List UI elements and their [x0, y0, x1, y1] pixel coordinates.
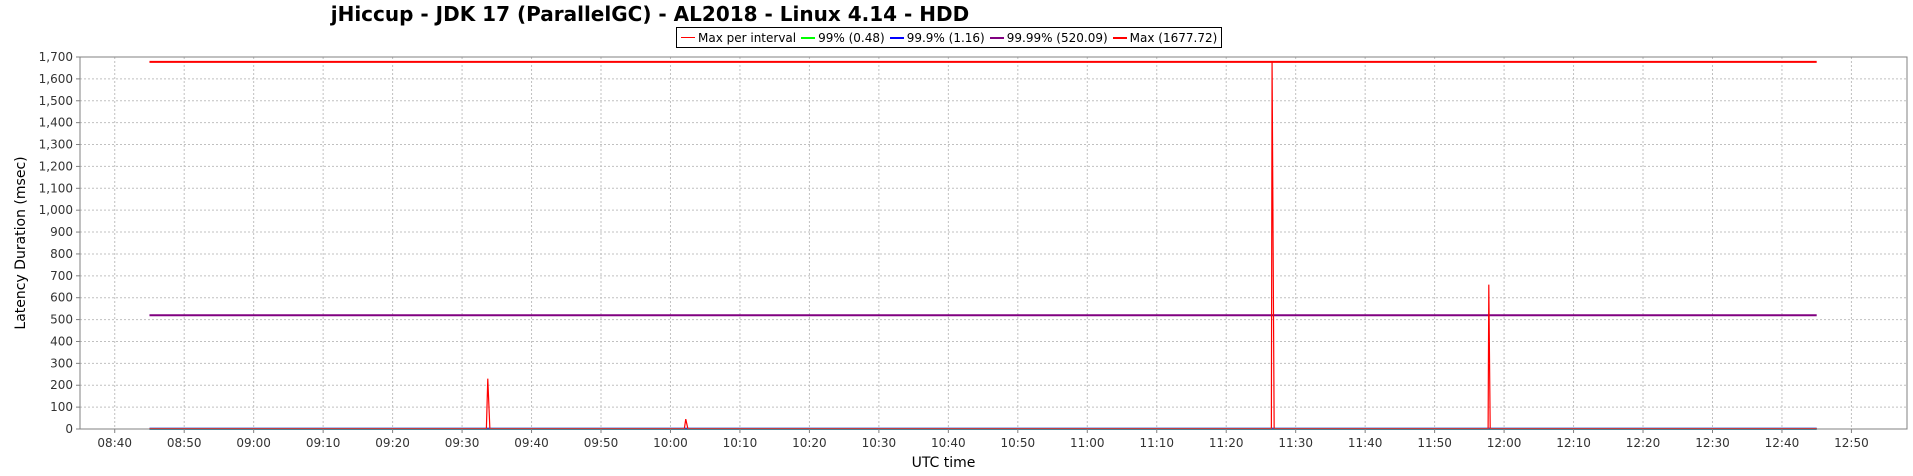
x-tick-label: 09:00 [236, 436, 271, 450]
x-tick-label: 08:50 [167, 436, 202, 450]
x-tick-label: 11:50 [1417, 436, 1452, 450]
y-tick-label: 1,300 [39, 138, 73, 152]
x-tick-label: 09:10 [306, 436, 341, 450]
legend-swatch [1112, 36, 1127, 39]
legend-label: 99.99% (520.09) [1006, 30, 1108, 45]
y-axis-title: Latency Duration (msec) [13, 156, 29, 329]
legend-swatch [889, 36, 904, 39]
legend-label: 99% (0.48) [818, 30, 885, 45]
plot-background [80, 57, 1907, 429]
x-tick-label: 09:50 [584, 436, 619, 450]
x-tick-label: 10:10 [723, 436, 758, 450]
x-tick-label: 11:10 [1139, 436, 1174, 450]
y-tick-label: 900 [50, 225, 73, 239]
x-tick-label: 09:40 [514, 436, 549, 450]
y-tick-label: 1,400 [39, 116, 73, 130]
y-tick-label: 1,000 [39, 203, 73, 217]
x-tick-label: 12:10 [1556, 436, 1591, 450]
x-tick-label: 09:30 [445, 436, 480, 450]
y-tick-label: 500 [50, 313, 73, 327]
legend-item-p99: 99% (0.48) [801, 31, 885, 45]
x-tick-label: 10:30 [862, 436, 897, 450]
x-tick-label: 11:40 [1348, 436, 1383, 450]
legend-swatch [801, 36, 816, 39]
y-tick-label: 300 [50, 356, 73, 370]
legend-item-max-per-interval: Max per interval [681, 31, 796, 45]
x-tick-label: 12:30 [1695, 436, 1730, 450]
x-tick-label: 12:40 [1765, 436, 1800, 450]
y-tick-label: 400 [50, 334, 73, 348]
y-tick-label: 1,100 [39, 181, 73, 195]
x-tick-label: 10:50 [1001, 436, 1036, 450]
legend-item-max: Max (1677.72) [1112, 30, 1218, 45]
x-tick-label: 08:40 [97, 436, 132, 450]
plot-border [79, 56, 1908, 430]
y-tick-label: 700 [50, 269, 73, 283]
x-tick-label: 10:20 [792, 436, 827, 450]
x-tick-label: 12:20 [1626, 436, 1661, 450]
x-tick-label: 12:50 [1834, 436, 1869, 450]
legend-label: Max (1677.72) [1129, 30, 1218, 45]
x-tick-label: 11:00 [1070, 436, 1105, 450]
x-tick-label: 11:30 [1278, 436, 1313, 450]
x-tick-label: 09:20 [375, 436, 410, 450]
y-tick-label: 100 [50, 400, 73, 414]
y-tick-label: 800 [50, 247, 73, 261]
axis-layer: 0 100 200 300 400 500 600 700 800 900 1,000 1,100 1,… [39, 50, 1908, 450]
x-tick-label: 12:00 [1487, 436, 1522, 450]
grid-layer [80, 57, 1907, 429]
legend-label: 99.9% (1.16) [906, 30, 985, 45]
x-tick-label: 11:20 [1209, 436, 1244, 450]
chart-title: jHiccup - JDK 17 (ParallelGC) - AL2018 -… [330, 2, 970, 26]
legend-item-p9999: 99.99% (520.09) [989, 30, 1108, 45]
y-tick-label: 1,700 [39, 50, 73, 64]
x-tick-label: 10:40 [931, 436, 966, 450]
y-tick-label: 1,600 [39, 72, 73, 86]
y-tick-label: 600 [50, 291, 73, 305]
legend-swatch [989, 36, 1004, 39]
legend-label: Max per interval [698, 30, 797, 45]
x-axis-title: UTC time [912, 455, 976, 471]
y-tick-label: 0 [65, 422, 73, 436]
legend: Max per interval 99% (0.48) 99.9% (1.16)… [676, 27, 1223, 48]
y-tick-label: 1,500 [39, 94, 73, 108]
y-tick-label: 1,200 [39, 159, 73, 173]
legend-item-p999: 99.9% (1.16) [889, 30, 985, 45]
legend-swatch [681, 37, 695, 38]
y-tick-label: 200 [50, 378, 73, 392]
x-tick-label: 10:00 [653, 436, 688, 450]
